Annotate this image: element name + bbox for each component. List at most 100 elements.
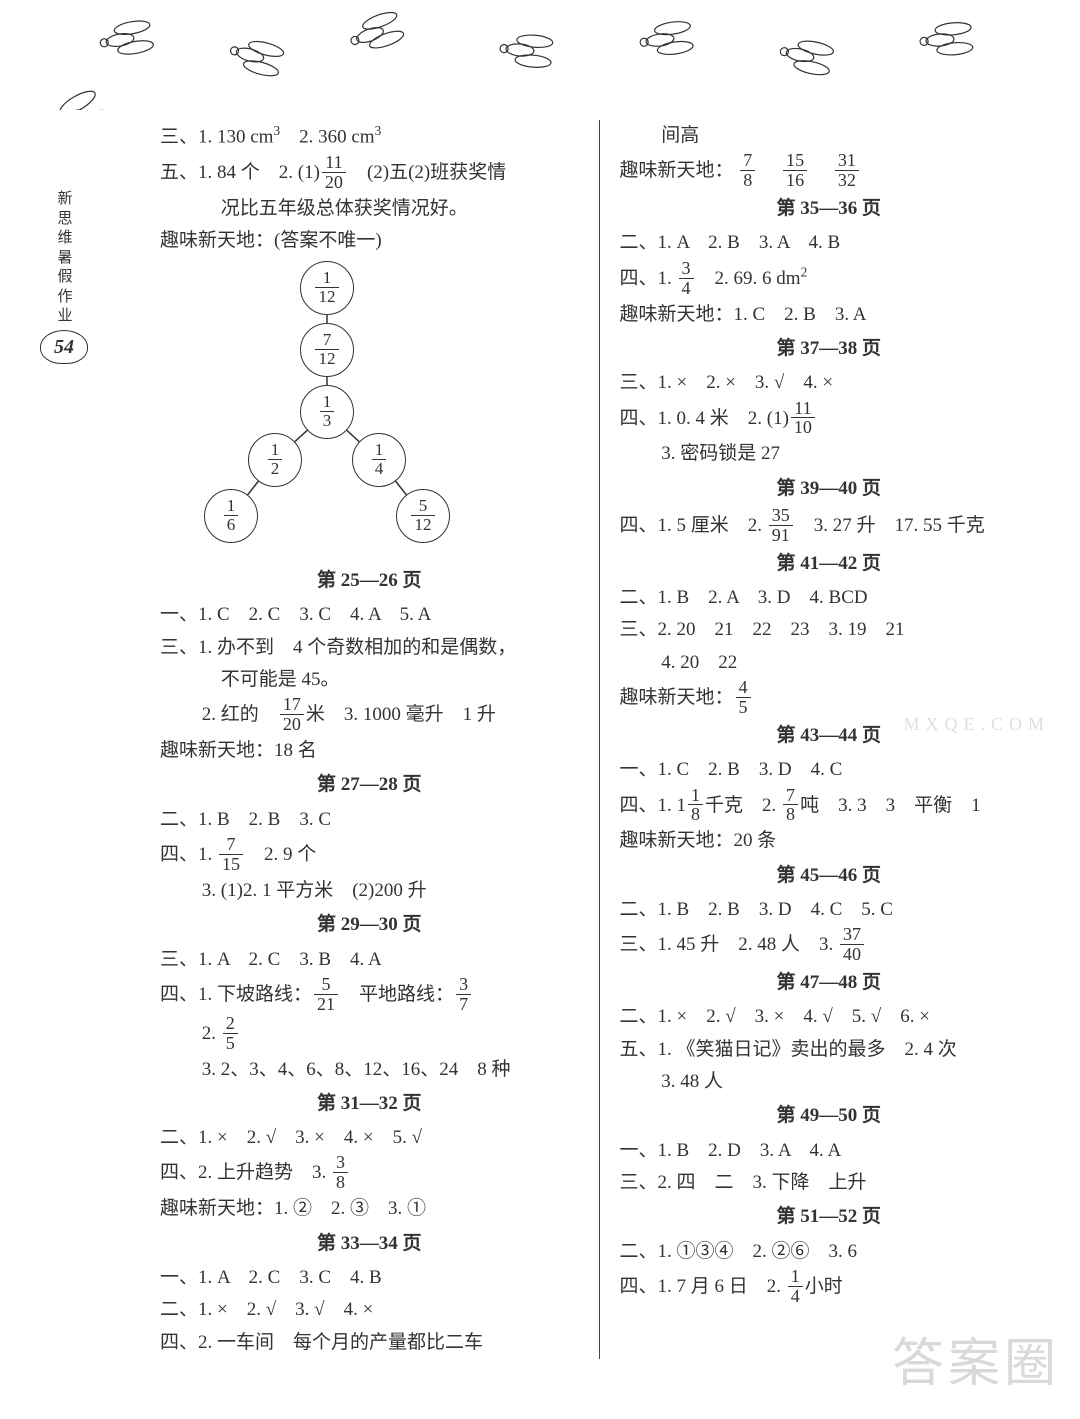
fraction: 1120 xyxy=(322,153,346,192)
fraction: 78 xyxy=(740,151,755,190)
two-column-layout: 三、1. 130 cm3 2. 360 cm3 五、1. 84 个 2. (1)… xyxy=(100,120,1050,1359)
text-line: 四、1. 118千克 2. 78吨 3. 3 3 平衡 1 xyxy=(620,787,1039,826)
text-line: 一、1. C 2. C 3. C 4. A 5. A xyxy=(160,599,579,631)
text: 四、1. 1 xyxy=(620,794,687,815)
text-line: 三、1. 办不到 4 个奇数相加的和是偶数， xyxy=(160,632,579,664)
text-line: 二、1. × 2. √ 3. × 4. √ 5. √ 6. × xyxy=(620,1001,1039,1033)
text-line: 三、2. 20 21 22 23 3. 19 21 xyxy=(620,614,1039,646)
fraction: 3591 xyxy=(769,506,793,545)
text-line: 二、1. ①③④ 2. ②⑥ 3. 6 xyxy=(620,1236,1039,1268)
text-line: 三、1. A 2. C 3. B 4. A xyxy=(160,944,579,976)
section-heading: 第 27—28 页 xyxy=(160,769,579,801)
tree-node: 12 xyxy=(248,433,302,487)
page-root: 新思维暑假作业 54 三、1. 130 cm3 2. 360 cm3 五、1. … xyxy=(0,0,1080,1419)
text-line: 趣味新天地：1. ② 2. ③ 3. ① xyxy=(160,1193,579,1225)
fraction: 38 xyxy=(333,1153,348,1192)
text-line: 间高 xyxy=(620,120,1039,152)
text-line: 二、1. B 2. A 3. D 4. BCD xyxy=(620,582,1039,614)
text: 三、1. 130 cm xyxy=(160,126,273,147)
fraction-tree-diagram: 11271213121416512 xyxy=(200,261,460,561)
tree-node: 112 xyxy=(300,261,354,315)
section-heading: 第 25—26 页 xyxy=(160,565,579,597)
section-heading: 第 39—40 页 xyxy=(620,473,1039,505)
section-heading: 第 31—32 页 xyxy=(160,1088,579,1120)
text-line: 一、1. A 2. C 3. C 4. B xyxy=(160,1262,579,1294)
text-line: 一、1. C 2. B 3. D 4. C xyxy=(620,754,1039,786)
text: 米 3. 1000 毫升 1 升 xyxy=(306,704,496,725)
text-line: 三、1. 45 升 2. 48 人 3. 3740 xyxy=(620,926,1039,965)
fraction: 16 xyxy=(224,497,239,534)
text-line: 三、2. 四 二 3. 下降 上升 xyxy=(620,1167,1039,1199)
fraction: 18 xyxy=(688,786,703,825)
text: 3. 27 升 17. 55 千克 xyxy=(795,515,985,536)
text-line: 二、1. × 2. √ 3. × 4. × 5. √ xyxy=(160,1122,579,1154)
tree-node: 16 xyxy=(204,489,258,543)
sup: 2 xyxy=(801,264,808,279)
text-line: 二、1. × 2. √ 3. √ 4. × xyxy=(160,1294,579,1326)
fraction: 712 xyxy=(315,331,338,368)
text: 平地路线： xyxy=(340,984,454,1005)
fraction: 1516 xyxy=(783,151,807,190)
tree-node: 14 xyxy=(352,433,406,487)
text: 吨 3. 3 3 平衡 1 xyxy=(800,794,981,815)
text-line: 三、1. 130 cm3 2. 360 cm3 xyxy=(160,120,579,154)
text: (2)五(2)班获奖情 xyxy=(348,161,506,182)
fraction: 521 xyxy=(314,975,338,1014)
fraction: 715 xyxy=(219,835,243,874)
text: 2. xyxy=(202,1022,221,1043)
text-line: 五、1. 84 个 2. (1)1120 (2)五(2)班获奖情 xyxy=(160,154,579,193)
left-column: 三、1. 130 cm3 2. 360 cm3 五、1. 84 个 2. (1)… xyxy=(100,120,600,1359)
text: 趣味新天地： xyxy=(620,687,734,708)
section-heading: 第 35—36 页 xyxy=(620,193,1039,225)
text-line: 一、1. B 2. D 3. A 4. A xyxy=(620,1135,1039,1167)
text: 2. 9 个 xyxy=(245,844,316,865)
text-line: 四、1. 下坡路线：521 平地路线：37 xyxy=(160,976,579,1015)
text: 小时 xyxy=(805,1276,843,1297)
fraction: 12 xyxy=(268,441,283,478)
page-number-badge: 54 xyxy=(40,330,88,364)
fraction: 14 xyxy=(372,441,387,478)
text-line: 四、2. 上升趋势 3. 38 xyxy=(160,1154,579,1193)
fraction: 78 xyxy=(783,786,798,825)
text-line: 2. 25 xyxy=(160,1015,579,1054)
section-heading: 第 51—52 页 xyxy=(620,1201,1039,1233)
tree-node: 712 xyxy=(300,323,354,377)
fraction: 34 xyxy=(679,259,694,298)
text-line: 五、1. 《笑猫日记》卖出的最多 2. 4 次 xyxy=(620,1034,1039,1066)
fraction: 3740 xyxy=(840,925,864,964)
text-line: 况比五年级总体获奖情况好。 xyxy=(160,193,579,225)
section-heading: 第 45—46 页 xyxy=(620,860,1039,892)
text-line: 3. 48 人 xyxy=(620,1066,1039,1098)
text: 四、1. 5 厘米 2. xyxy=(620,515,767,536)
text-line: 趣味新天地：20 条 xyxy=(620,825,1039,857)
text-line: 趣味新天地：1. C 2. B 3. A xyxy=(620,299,1039,331)
text-line: 四、1. 715 2. 9 个 xyxy=(160,836,579,875)
text-line: 趣味新天地：(答案不唯一) xyxy=(160,225,579,257)
text-line: 四、1. 5 厘米 2. 3591 3. 27 升 17. 55 千克 xyxy=(620,507,1039,546)
text-line: 四、1. 0. 4 米 2. (1)1110 xyxy=(620,400,1039,439)
text-line: 3. (1)2. 1 平方米 (2)200 升 xyxy=(160,875,579,907)
right-column: 间高 趣味新天地： 78 1516 3132 第 35—36 页 二、1. A … xyxy=(600,120,1051,1359)
text-line: 四、1. 7 月 6 日 2. 14小时 xyxy=(620,1268,1039,1307)
text-line: 4. 20 22 xyxy=(620,647,1039,679)
text: 四、1. 0. 4 米 2. (1) xyxy=(620,407,789,428)
fraction: 3132 xyxy=(835,151,859,190)
text: 2. 360 cm xyxy=(280,126,374,147)
text-line: 不可能是 45。 xyxy=(160,664,579,696)
text-line: 趣味新天地： 78 1516 3132 xyxy=(620,152,1039,191)
fraction: 1110 xyxy=(791,399,815,438)
text: 四、1. xyxy=(620,268,677,289)
fraction: 25 xyxy=(223,1014,238,1053)
sidebar-vertical-label: 新思维暑假作业 xyxy=(55,190,75,327)
tree-node: 13 xyxy=(300,385,354,439)
text-line: 四、1. 34 2. 69. 6 dm2 xyxy=(620,260,1039,299)
text-line: 二、1. B 2. B 3. C xyxy=(160,804,579,836)
text: 千克 2. xyxy=(705,794,781,815)
section-heading: 第 43—44 页 xyxy=(620,720,1039,752)
text: 四、1. xyxy=(160,844,217,865)
text-line: 趣味新天地：45 xyxy=(620,679,1039,718)
text: 趣味新天地： xyxy=(620,160,734,181)
fraction: 512 xyxy=(411,497,434,534)
tree-node: 512 xyxy=(396,489,450,543)
dragonfly-decor xyxy=(0,0,1080,110)
